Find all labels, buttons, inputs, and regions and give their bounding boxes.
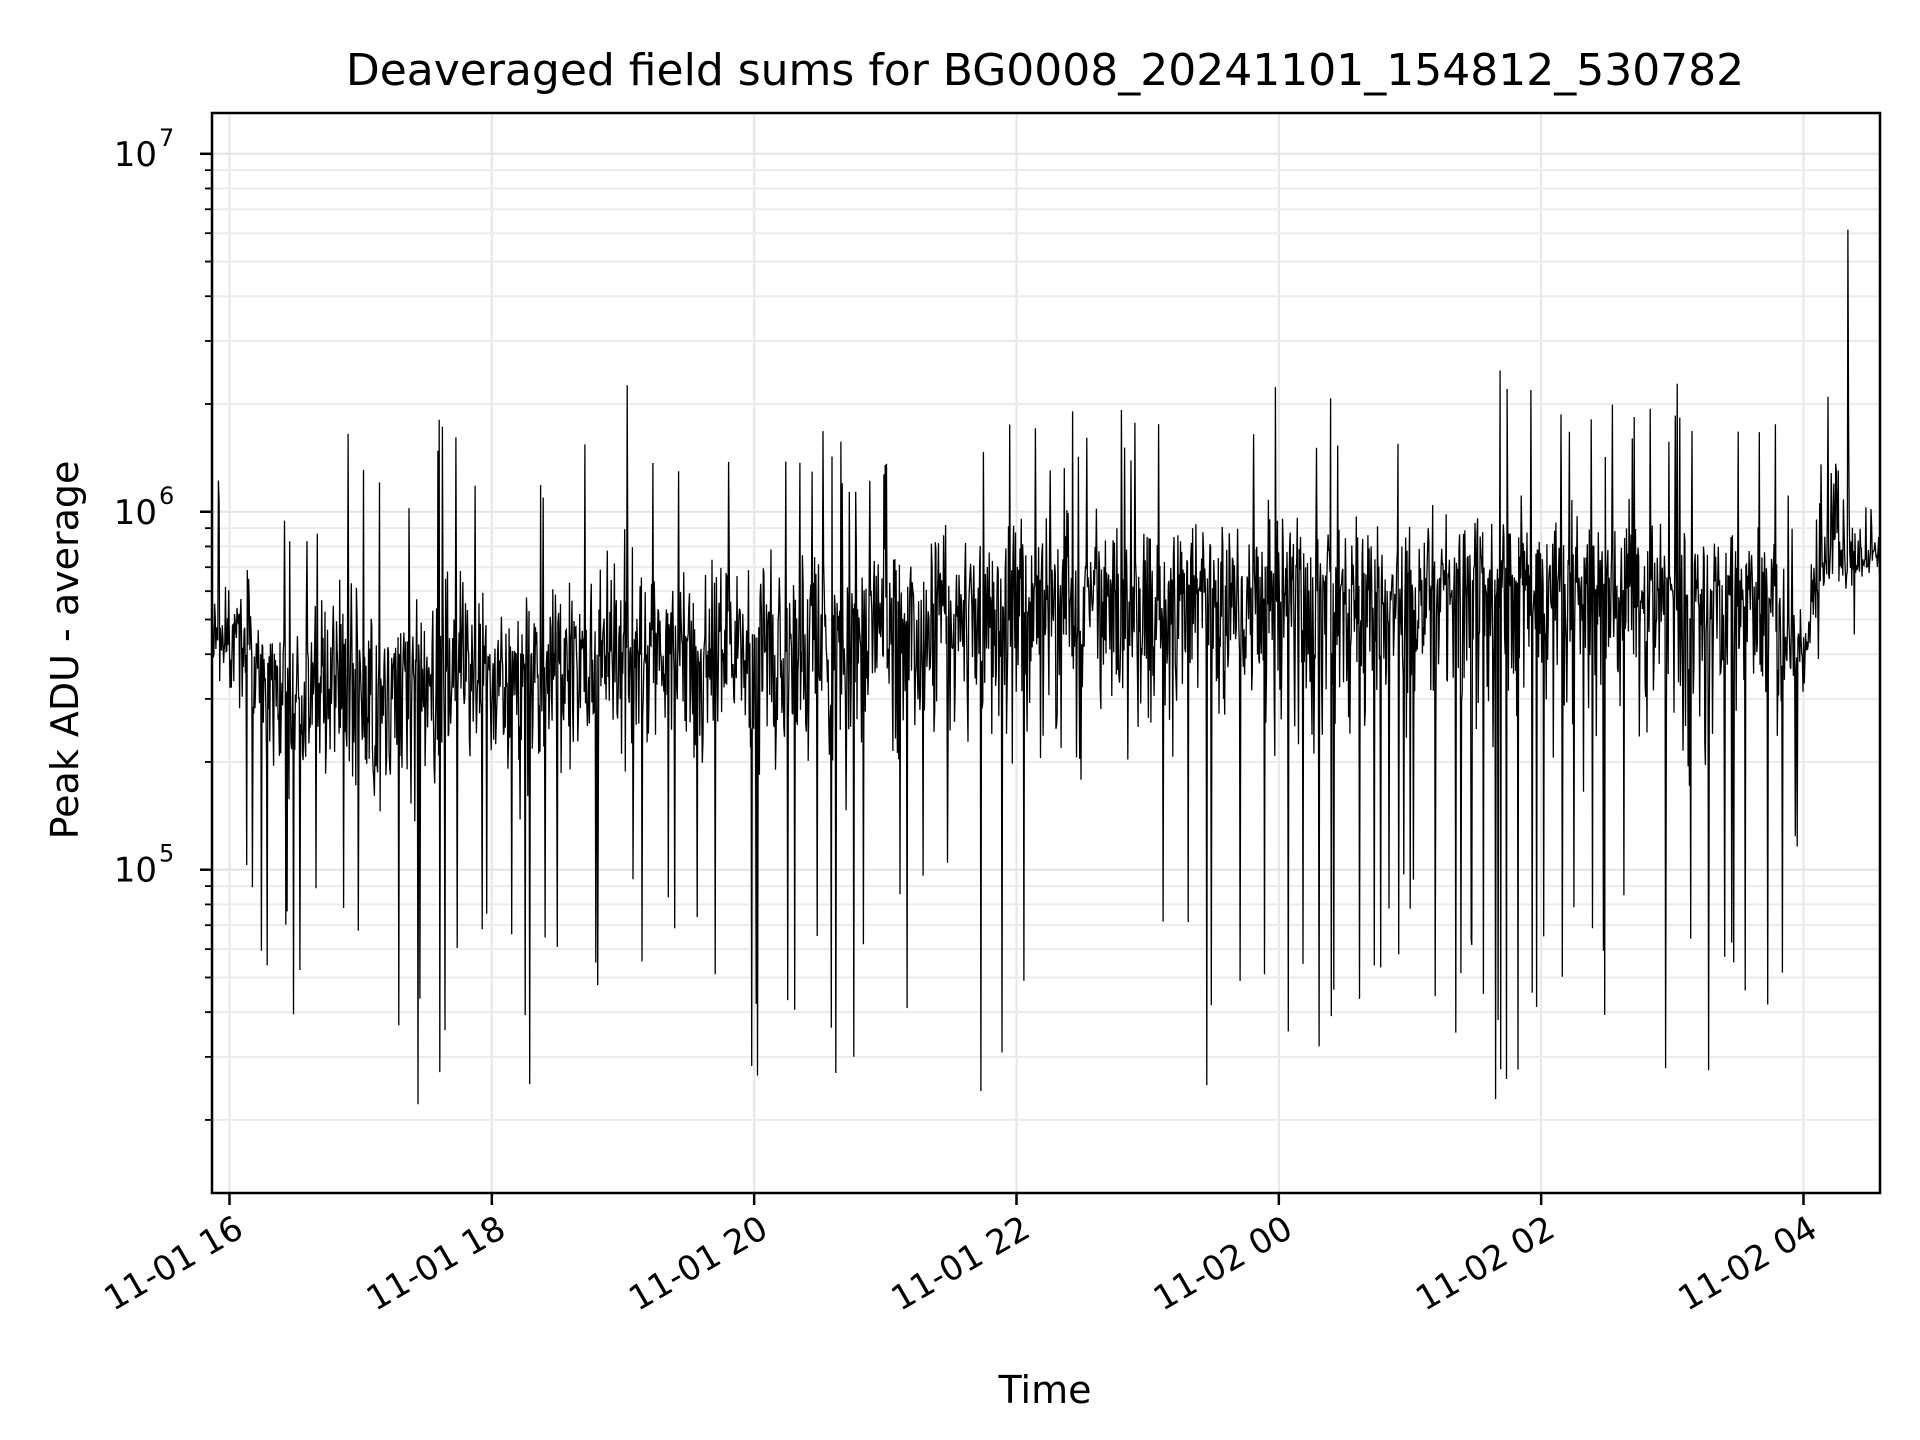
y-tick-exponent: 5 [159, 840, 174, 868]
chart-title: Deaveraged field sums for BG0008_2024110… [346, 45, 1744, 96]
x-axis-label: Time [998, 1368, 1092, 1412]
y-tick-label: 10 [114, 135, 157, 175]
plot-frame [210, 111, 1882, 1195]
y-axis-label: Peak ADU - average [43, 461, 87, 840]
series-line [211, 229, 1881, 1105]
y-tick-exponent: 6 [159, 482, 174, 510]
y-tick-label: 10 [114, 493, 157, 533]
y-tick-label: 10 [114, 851, 157, 891]
y-tick-exponent: 7 [159, 124, 174, 152]
plot-area [211, 229, 1881, 1105]
